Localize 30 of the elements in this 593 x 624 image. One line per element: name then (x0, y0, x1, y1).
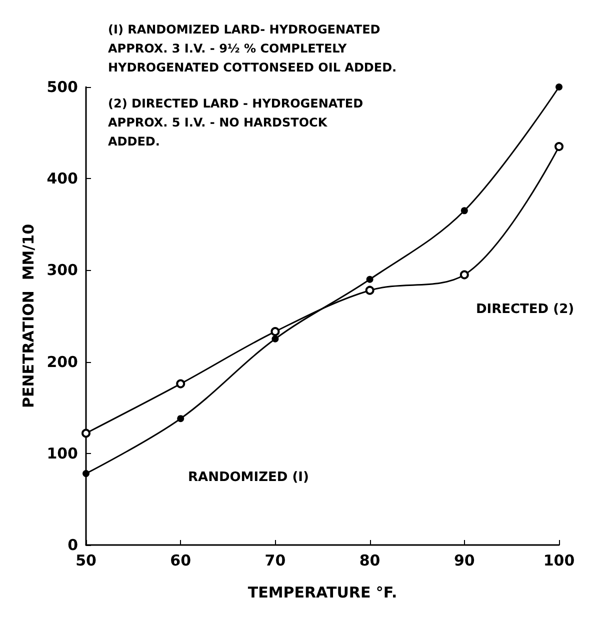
point (460, 207, 468, 214)
x-axis-title: TEMPERATURE °F. (248, 584, 398, 602)
x-tick-label: 70 (264, 552, 286, 570)
point (177, 415, 184, 422)
annotation: DIRECTED (2) (476, 302, 574, 317)
x-tick-label: 80 (359, 552, 380, 570)
x-tick-label: 90 (454, 552, 475, 570)
annotation: RANDOMIZED (I) (188, 470, 309, 485)
y-tick-label: 200 (46, 352, 78, 371)
text: (I) RANDOMIZED LARD- HYDROGENATED APPROX. 3 I.V. - 9½ % COMPLETELY HYDROGENATED COTTONSEED OIL ADDED. (108, 22, 397, 74)
point (460, 270, 469, 280)
point (556, 84, 562, 90)
y-axis-title: PENETRATION MM/10 (19, 224, 38, 408)
point (554, 142, 564, 152)
point (82, 428, 90, 438)
point (270, 327, 280, 336)
y-tick-label: 0 (68, 536, 78, 554)
point (272, 335, 279, 342)
y-tick-label: 500 (46, 78, 78, 96)
x-tick-label: 50 (76, 552, 96, 570)
y-tick-label: 400 (46, 170, 78, 188)
annotation: (2) DIRECTED LARD - HYDROGENATED APPROX. 5 I.V. - NO HARDSTOCK ADDED. (108, 96, 364, 148)
y-tick-label: 300 (46, 261, 78, 280)
point (366, 276, 374, 283)
x-tick-label: 100 (543, 552, 575, 570)
point (82, 470, 90, 478)
y-tick-label: 100 (46, 444, 78, 462)
x-tick-label: 60 (170, 552, 192, 570)
point (365, 286, 374, 295)
point (176, 379, 186, 388)
